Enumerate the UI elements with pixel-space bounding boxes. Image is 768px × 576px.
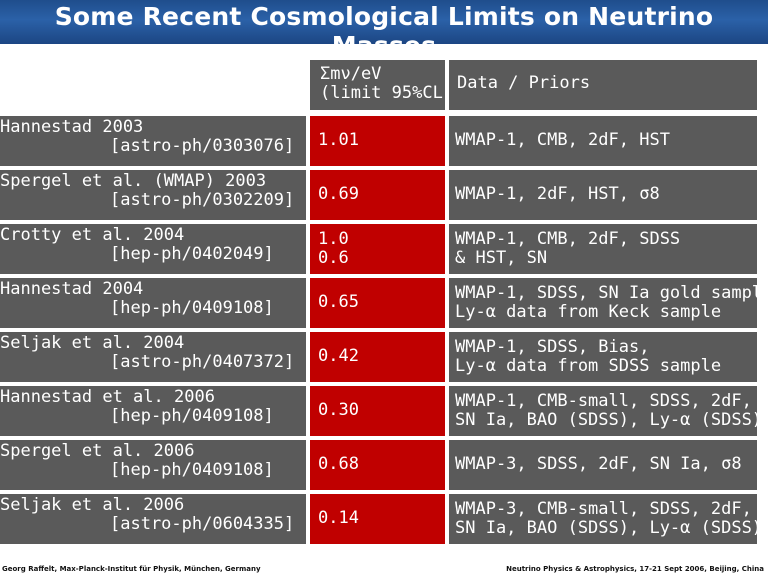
header-data-label: Data / Priors	[457, 73, 591, 93]
row-source-cell: Spergel et al. 2006 [hep-ph/0409108]	[0, 440, 306, 490]
row-data-line1: WMAP-1, CMB-small, SDSS, 2dF,	[455, 391, 752, 411]
row-data-line1: WMAP-1, 2dF, HST, σ8	[455, 184, 660, 204]
row-source-cell: Hannestad 2004 [hep-ph/0409108]	[0, 278, 306, 328]
row-author: Seljak et al. 2004	[0, 333, 185, 353]
row-mass-limit: 1.01	[318, 130, 359, 150]
header-mass-label: Σmν/eV	[320, 64, 382, 84]
row-data-line1: WMAP-1, CMB, 2dF, HST	[455, 130, 670, 150]
row-mass-limit: 0.30	[318, 400, 359, 420]
row-mass-limit-cell: 0.30	[310, 386, 445, 436]
row-reference: [astro-ph/0407372]	[110, 352, 295, 372]
header-mass-cell: Σmν/eV (limit 95%CL)	[310, 60, 445, 110]
row-data-cell: WMAP-1, CMB, 2dF, SDSS & HST, SN	[449, 224, 757, 274]
row-mass-limit: 1.0	[318, 229, 349, 249]
row-author: Spergel et al. (WMAP) 2003	[0, 171, 267, 191]
row-data-cell: WMAP-1, 2dF, HST, σ8	[449, 170, 757, 220]
row-data-line2: Ly-α data from SDSS sample	[455, 356, 722, 376]
row-source-cell: Seljak et al. 2004 [astro-ph/0407372]	[0, 332, 306, 382]
footer-conference: Neutrino Physics & Astrophysics, 17-21 S…	[506, 565, 764, 573]
row-data-line2: SN Ia, BAO (SDSS), Ly-α (SDSS)	[455, 518, 757, 538]
row-source-cell: Spergel et al. (WMAP) 2003 [astro-ph/0302…	[0, 170, 306, 220]
row-data-cell: WMAP-1, SDSS, SN Ia gold sample, Ly-α dat…	[449, 278, 757, 328]
row-data-line1: WMAP-3, SDSS, 2dF, SN Ia, σ8	[455, 454, 742, 474]
row-mass-limit-cell: 0.42	[310, 332, 445, 382]
row-data-line1: WMAP-1, SDSS, SN Ia gold sample,	[455, 283, 757, 303]
row-reference: [hep-ph/0409108]	[110, 406, 274, 426]
row-data-line2: Ly-α data from Keck sample	[455, 302, 722, 322]
row-data-cell: WMAP-1, CMB-small, SDSS, 2dF, SN Ia, BAO …	[449, 386, 757, 436]
row-source-cell: Seljak et al. 2006 [astro-ph/0604335]	[0, 494, 306, 544]
row-author: Hannestad 2003	[0, 117, 144, 137]
row-reference: [astro-ph/0302209]	[110, 190, 295, 210]
row-author: Hannestad 2004	[0, 279, 144, 299]
row-mass-limit: 0.68	[318, 454, 359, 474]
title-bar: Some Recent Cosmological Limits on Neutr…	[0, 0, 768, 60]
header-data-cell: Data / Priors	[449, 60, 757, 110]
row-source-cell: Hannestad et al. 2006 [hep-ph/0409108]	[0, 386, 306, 436]
row-data-cell: WMAP-1, SDSS, Bias, Ly-α data from SDSS s…	[449, 332, 757, 382]
row-mass-limit-cell: 0.14	[310, 494, 445, 544]
row-source-cell: Hannestad 2003 [astro-ph/0303076]	[0, 116, 306, 166]
row-data-line1: WMAP-3, CMB-small, SDSS, 2dF,	[455, 499, 752, 519]
row-author: Spergel et al. 2006	[0, 441, 195, 461]
row-reference: [hep-ph/0409108]	[110, 460, 274, 480]
row-data-line2: & HST, SN	[455, 248, 548, 268]
row-reference: [astro-ph/0604335]	[110, 514, 295, 534]
row-data-line1: WMAP-1, CMB, 2dF, SDSS	[455, 229, 681, 249]
row-author: Seljak et al. 2006	[0, 495, 185, 515]
row-mass-limit-cell: 0.68	[310, 440, 445, 490]
row-data-cell: WMAP-3, SDSS, 2dF, SN Ia, σ8	[449, 440, 757, 490]
row-mass-limit-cell: 1.0 0.6	[310, 224, 445, 274]
row-data-line1: WMAP-1, SDSS, Bias,	[455, 337, 650, 357]
row-data-cell: WMAP-3, CMB-small, SDSS, 2dF, SN Ia, BAO …	[449, 494, 757, 544]
row-source-cell: Crotty et al. 2004 [hep-ph/0402049]	[0, 224, 306, 274]
row-mass-limit-cell: 1.01	[310, 116, 445, 166]
row-mass-limit: 0.42	[318, 346, 359, 366]
row-mass-limit: 0.69	[318, 184, 359, 204]
row-author: Crotty et al. 2004	[0, 225, 185, 245]
row-author: Hannestad et al. 2006	[0, 387, 215, 407]
row-mass-limit-alt: 0.6	[318, 248, 349, 268]
row-reference: [hep-ph/0402049]	[110, 244, 274, 264]
row-mass-limit: 0.65	[318, 292, 359, 312]
footer-author: Georg Raffelt, Max-Planck-Institut für P…	[2, 565, 261, 573]
row-data-line2: SN Ia, BAO (SDSS), Ly-α (SDSS)	[455, 410, 757, 430]
row-mass-limit-cell: 0.65	[310, 278, 445, 328]
row-mass-limit-cell: 0.69	[310, 170, 445, 220]
row-data-cell: WMAP-1, CMB, 2dF, HST	[449, 116, 757, 166]
row-mass-limit: 0.14	[318, 508, 359, 528]
row-reference: [hep-ph/0409108]	[110, 298, 274, 318]
header-limit-label: (limit 95%CL)	[320, 83, 445, 103]
row-reference: [astro-ph/0303076]	[110, 136, 295, 156]
